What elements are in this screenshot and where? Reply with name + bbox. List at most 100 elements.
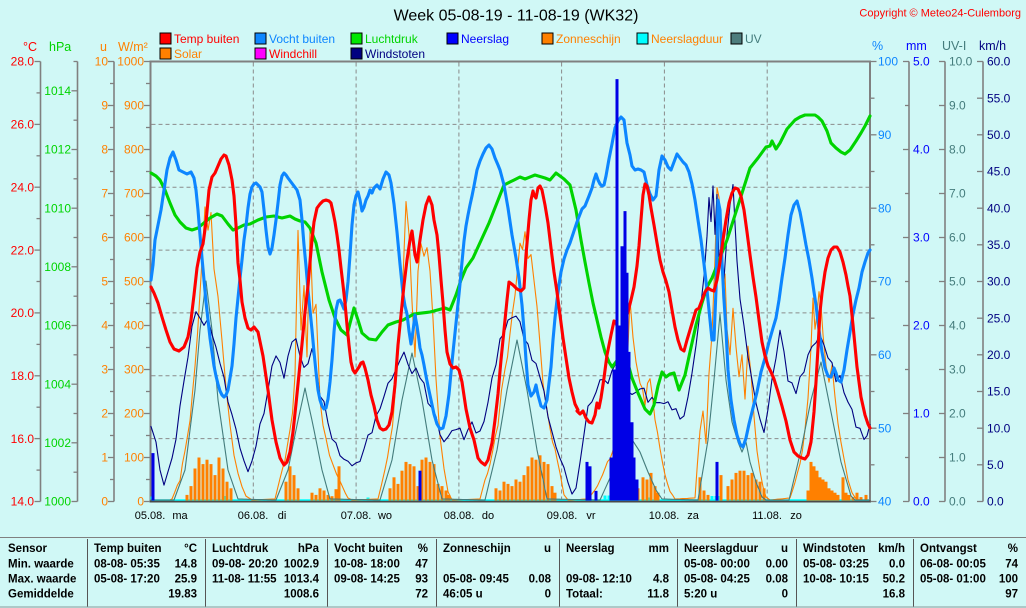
svg-text:46:05 u: 46:05 u bbox=[443, 589, 483, 601]
svg-text:22.0: 22.0 bbox=[11, 243, 35, 257]
svg-text:km/h: km/h bbox=[979, 39, 1006, 53]
svg-text:600: 600 bbox=[124, 231, 144, 245]
svg-text:0.0: 0.0 bbox=[913, 495, 930, 509]
svg-text:74: 74 bbox=[1005, 559, 1018, 571]
svg-text:72: 72 bbox=[415, 589, 428, 601]
svg-text:70: 70 bbox=[878, 275, 892, 289]
svg-text:u: u bbox=[781, 543, 788, 555]
svg-text:1.0: 1.0 bbox=[913, 407, 930, 421]
svg-text:5:20 u: 5:20 u bbox=[684, 589, 717, 601]
svg-text:%: % bbox=[1008, 543, 1018, 555]
svg-text:5.0: 5.0 bbox=[987, 458, 1004, 472]
svg-text:Zonneschijn: Zonneschijn bbox=[556, 32, 621, 46]
svg-text:9.0: 9.0 bbox=[949, 99, 966, 113]
svg-text:100: 100 bbox=[878, 55, 898, 69]
svg-text:400: 400 bbox=[124, 319, 144, 333]
svg-text:Luchtdruk: Luchtdruk bbox=[212, 543, 269, 555]
svg-text:18.0: 18.0 bbox=[11, 369, 35, 383]
svg-text:05-08- 03:25: 05-08- 03:25 bbox=[803, 559, 869, 571]
svg-text:Neerslagduur: Neerslagduur bbox=[684, 543, 759, 555]
svg-text:1014: 1014 bbox=[44, 84, 71, 98]
svg-text:mm: mm bbox=[906, 39, 927, 53]
svg-text:Temp buiten: Temp buiten bbox=[174, 32, 239, 46]
svg-text:%: % bbox=[418, 543, 428, 555]
svg-text:24.0: 24.0 bbox=[11, 180, 35, 194]
svg-text:11-08- 11:55: 11-08- 11:55 bbox=[212, 574, 277, 586]
svg-text:4: 4 bbox=[101, 319, 108, 333]
svg-text:500: 500 bbox=[124, 275, 144, 289]
svg-text:100: 100 bbox=[124, 451, 144, 465]
svg-text:Vocht buiten: Vocht buiten bbox=[334, 543, 403, 555]
svg-text:hPa: hPa bbox=[49, 40, 71, 54]
svg-text:1004: 1004 bbox=[44, 377, 71, 391]
svg-text:6.0: 6.0 bbox=[949, 231, 966, 245]
svg-text:3.0: 3.0 bbox=[949, 363, 966, 377]
svg-text:5: 5 bbox=[101, 275, 108, 289]
svg-text:8.0: 8.0 bbox=[949, 143, 966, 157]
svg-text:8: 8 bbox=[101, 143, 108, 157]
svg-text:4.0: 4.0 bbox=[949, 319, 966, 333]
svg-text:55.0: 55.0 bbox=[987, 91, 1011, 105]
svg-text:900: 900 bbox=[124, 99, 144, 113]
svg-text:1012: 1012 bbox=[44, 143, 71, 157]
svg-text:1013.4: 1013.4 bbox=[284, 574, 320, 586]
svg-text:1006: 1006 bbox=[44, 319, 71, 333]
svg-text:mm: mm bbox=[649, 543, 669, 555]
svg-text:05-08- 17:20: 05-08- 17:20 bbox=[94, 574, 160, 586]
svg-text:05.08.: 05.08. bbox=[135, 510, 166, 522]
svg-text:0: 0 bbox=[782, 589, 788, 601]
svg-text:za: za bbox=[687, 510, 700, 522]
svg-text:Temp buiten: Temp buiten bbox=[94, 543, 162, 555]
svg-text:93: 93 bbox=[415, 574, 428, 586]
svg-text:14.0: 14.0 bbox=[11, 495, 35, 509]
svg-text:Week 05-08-19 - 11-08-19 (WK32: Week 05-08-19 - 11-08-19 (WK32) bbox=[394, 8, 639, 25]
svg-text:km/h: km/h bbox=[878, 543, 905, 555]
svg-text:60: 60 bbox=[878, 348, 892, 362]
svg-text:u: u bbox=[544, 543, 551, 555]
svg-text:°C: °C bbox=[23, 40, 37, 54]
svg-text:1.0: 1.0 bbox=[949, 451, 966, 465]
svg-text:Solar: Solar bbox=[174, 47, 202, 61]
svg-text:47: 47 bbox=[415, 559, 428, 571]
svg-text:07.08.: 07.08. bbox=[341, 510, 372, 522]
svg-text:ma: ma bbox=[172, 510, 188, 522]
svg-text:°C: °C bbox=[184, 543, 197, 555]
svg-text:vr: vr bbox=[586, 510, 596, 522]
svg-text:Copyright © Meteo24-Culemborg: Copyright © Meteo24-Culemborg bbox=[859, 8, 1021, 20]
svg-text:UV-I: UV-I bbox=[942, 39, 966, 53]
svg-text:2.0: 2.0 bbox=[949, 407, 966, 421]
svg-text:60.0: 60.0 bbox=[987, 55, 1011, 69]
svg-text:09-08- 12:10: 09-08- 12:10 bbox=[566, 574, 632, 586]
svg-text:zo: zo bbox=[790, 510, 802, 522]
svg-text:7: 7 bbox=[101, 187, 108, 201]
svg-text:1008.6: 1008.6 bbox=[284, 589, 319, 601]
svg-text:20.0: 20.0 bbox=[11, 306, 35, 320]
svg-text:80: 80 bbox=[878, 201, 892, 215]
svg-text:10-08- 10:15: 10-08- 10:15 bbox=[803, 574, 869, 586]
svg-text:06.08.: 06.08. bbox=[238, 510, 269, 522]
svg-text:0.08: 0.08 bbox=[766, 574, 789, 586]
svg-text:Vocht buiten: Vocht buiten bbox=[269, 32, 335, 46]
svg-text:97: 97 bbox=[1005, 589, 1018, 601]
svg-text:Max. waarde: Max. waarde bbox=[8, 574, 76, 586]
svg-text:15.0: 15.0 bbox=[987, 385, 1011, 399]
svg-text:9: 9 bbox=[101, 99, 108, 113]
svg-text:700: 700 bbox=[124, 187, 144, 201]
svg-text:0.0: 0.0 bbox=[987, 495, 1004, 509]
svg-text:05-08- 09:45: 05-08- 09:45 bbox=[443, 574, 509, 586]
svg-text:hPa: hPa bbox=[298, 543, 320, 555]
svg-text:20.0: 20.0 bbox=[987, 348, 1011, 362]
svg-text:05-08- 00:00: 05-08- 00:00 bbox=[684, 559, 750, 571]
svg-text:5.0: 5.0 bbox=[913, 55, 930, 69]
svg-text:Neerslag: Neerslag bbox=[566, 543, 615, 555]
svg-text:09-08- 20:20: 09-08- 20:20 bbox=[212, 559, 278, 571]
svg-text:UV: UV bbox=[745, 32, 762, 46]
svg-text:0: 0 bbox=[545, 589, 551, 601]
svg-text:05-08- 01:00: 05-08- 01:00 bbox=[920, 574, 986, 586]
svg-text:1: 1 bbox=[101, 451, 108, 465]
svg-text:06-08- 00:05: 06-08- 00:05 bbox=[920, 559, 986, 571]
svg-text:Min. waarde: Min. waarde bbox=[8, 559, 74, 571]
svg-text:W/m²: W/m² bbox=[118, 40, 148, 54]
svg-text:800: 800 bbox=[124, 143, 144, 157]
svg-text:25.9: 25.9 bbox=[175, 574, 197, 586]
